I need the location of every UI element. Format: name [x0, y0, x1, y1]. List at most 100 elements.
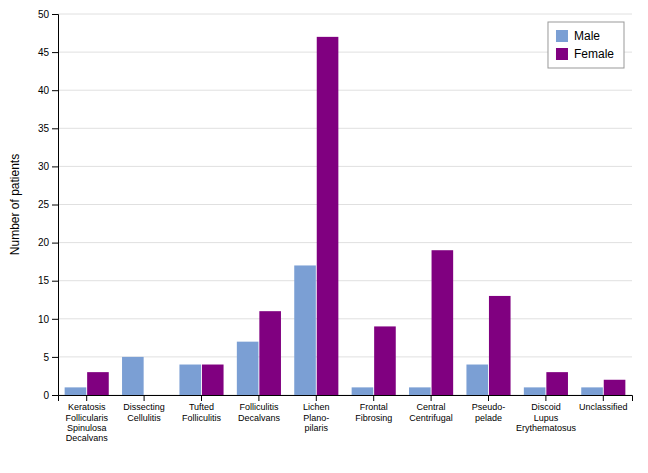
tick-mark — [52, 52, 58, 53]
tick: 25 — [38, 199, 58, 210]
bar — [466, 365, 488, 395]
grid-line — [58, 280, 632, 281]
tick-label: 0 — [43, 390, 49, 401]
x-axis: KeratosisFollicularisSpinulosaDecalvans D… — [59, 395, 633, 443]
bar-series — [87, 37, 625, 395]
tick: 20 — [38, 237, 58, 248]
tick-mark — [86, 395, 87, 401]
tick: 15 — [38, 275, 58, 286]
y-axis-title: Number of patients — [8, 154, 22, 255]
tick: DissectingCellulitis — [123, 395, 165, 423]
tick-label: 20 — [38, 237, 50, 248]
bar — [489, 296, 511, 395]
tick: 45 — [38, 47, 58, 58]
tick-mark — [373, 395, 374, 401]
bar — [352, 387, 374, 395]
tick-mark — [52, 166, 58, 167]
bar — [374, 326, 396, 395]
tick-label: 10 — [38, 314, 50, 325]
tick-mark — [52, 205, 58, 206]
bar — [294, 265, 316, 395]
grid-line — [58, 242, 632, 243]
grid-line — [58, 318, 632, 319]
bar — [432, 250, 454, 395]
axis-line — [59, 396, 633, 402]
bar — [179, 365, 201, 395]
tick-label: DiscoidLupusErythematosus — [516, 402, 577, 433]
bar — [122, 357, 144, 395]
bar — [202, 365, 224, 395]
tick-mark — [52, 319, 58, 320]
tick-mark — [488, 395, 489, 401]
tick-mark — [316, 395, 317, 401]
tick: Pseudo-pelade — [472, 395, 506, 423]
bar — [259, 311, 281, 395]
tick: 50 — [38, 9, 58, 20]
tick-mark — [603, 395, 604, 401]
tick-label: 5 — [43, 352, 49, 363]
grid-line — [58, 166, 632, 167]
bar — [65, 387, 87, 395]
y-axis: 0 5 10 15 20 25 30 35 40 45 50 — [38, 9, 59, 401]
bars — [65, 37, 626, 395]
tick-mark — [431, 395, 432, 401]
tick: TuftedFolliculitis — [182, 395, 222, 423]
chart: 0 5 10 15 20 25 30 35 40 45 50 KeratosisFolliculari… — [0, 0, 648, 473]
tick-mark — [545, 395, 546, 401]
tick: KeratosisFollicularisSpinulosaDecalvans — [65, 395, 108, 443]
tick: 10 — [38, 314, 58, 325]
tick-mark — [52, 128, 58, 129]
tick: 35 — [38, 123, 58, 134]
tick-label: 40 — [38, 85, 50, 96]
tick-label: FolliculitisDecalvans — [238, 402, 281, 422]
grid-line — [58, 52, 632, 53]
grid — [58, 14, 632, 395]
legend-label: Male — [574, 29, 600, 43]
tick-mark — [52, 14, 58, 15]
axis-line — [52, 15, 59, 396]
bar — [524, 387, 546, 395]
bar — [145, 395, 167, 396]
tick-label: 50 — [38, 9, 50, 20]
tick: LichenPlano-pilaris — [303, 395, 330, 433]
tick-label: DissectingCellulitis — [123, 402, 165, 422]
tick-mark — [258, 395, 259, 401]
legend-swatch — [556, 48, 568, 60]
tick: 30 — [38, 161, 58, 172]
legend-label: Female — [574, 47, 614, 61]
tick-mark — [144, 395, 145, 401]
grid-line — [58, 14, 632, 15]
tick-mark — [52, 281, 58, 282]
tick-mark — [52, 357, 58, 358]
grid-line — [58, 356, 632, 357]
bar — [317, 37, 339, 395]
bar — [237, 342, 259, 395]
tick: 0 — [43, 390, 58, 401]
tick: DiscoidLupusErythematosus — [516, 395, 577, 433]
tick-label: CentralCentrifugal — [409, 402, 453, 422]
tick-label: 25 — [38, 199, 50, 210]
bar — [581, 387, 603, 395]
tick-label: 45 — [38, 47, 50, 58]
grid-line — [58, 128, 632, 129]
tick-label: 30 — [38, 161, 50, 172]
legend-item: Female — [556, 47, 614, 61]
bar — [546, 372, 568, 395]
tick-label: TuftedFolliculitis — [182, 402, 222, 422]
tick-label: Unclassified — [579, 402, 628, 412]
legend-swatch — [556, 30, 568, 42]
plot: 0 5 10 15 20 25 30 35 40 45 50 KeratosisFolliculari… — [38, 9, 633, 444]
legend-item: Male — [556, 29, 600, 43]
tick: 40 — [38, 85, 58, 96]
tick-label: FrontalFibrosing — [355, 402, 392, 422]
tick-label: 15 — [38, 275, 50, 286]
tick-mark — [52, 90, 58, 91]
bar — [604, 380, 626, 395]
tick-mark — [52, 243, 58, 244]
tick-label: LichenPlano-pilaris — [303, 402, 330, 433]
grid-line — [58, 90, 632, 91]
legend: Male Female — [548, 22, 624, 68]
tick-mark — [201, 395, 202, 401]
tick: 5 — [43, 352, 58, 363]
tick: FolliculitisDecalvans — [238, 395, 281, 423]
